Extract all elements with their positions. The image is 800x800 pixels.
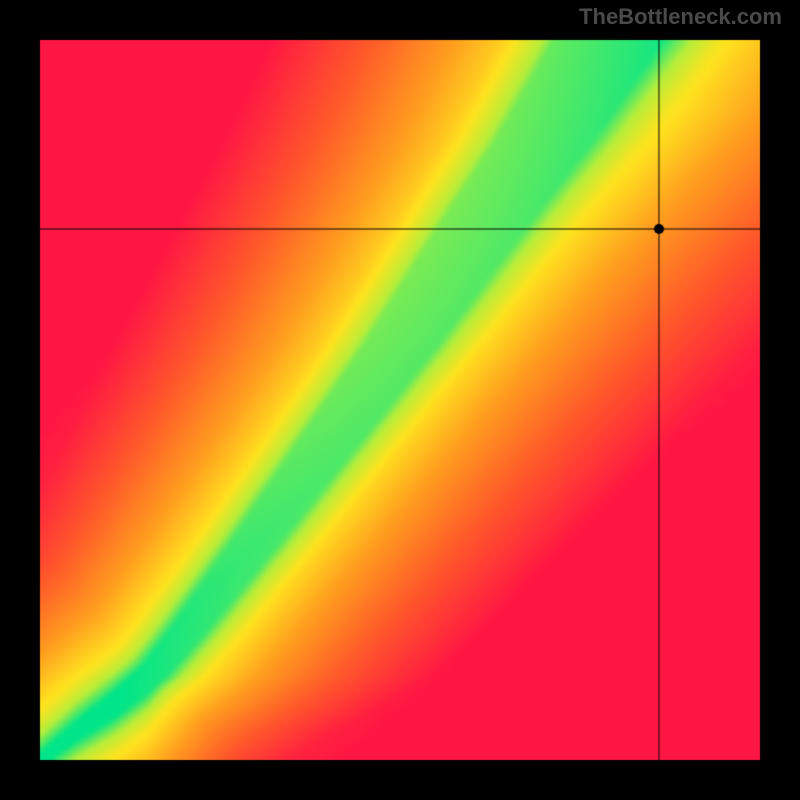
watermark-text: TheBottleneck.com bbox=[579, 4, 782, 30]
chart-container: TheBottleneck.com bbox=[0, 0, 800, 800]
heatmap-canvas bbox=[0, 0, 800, 800]
